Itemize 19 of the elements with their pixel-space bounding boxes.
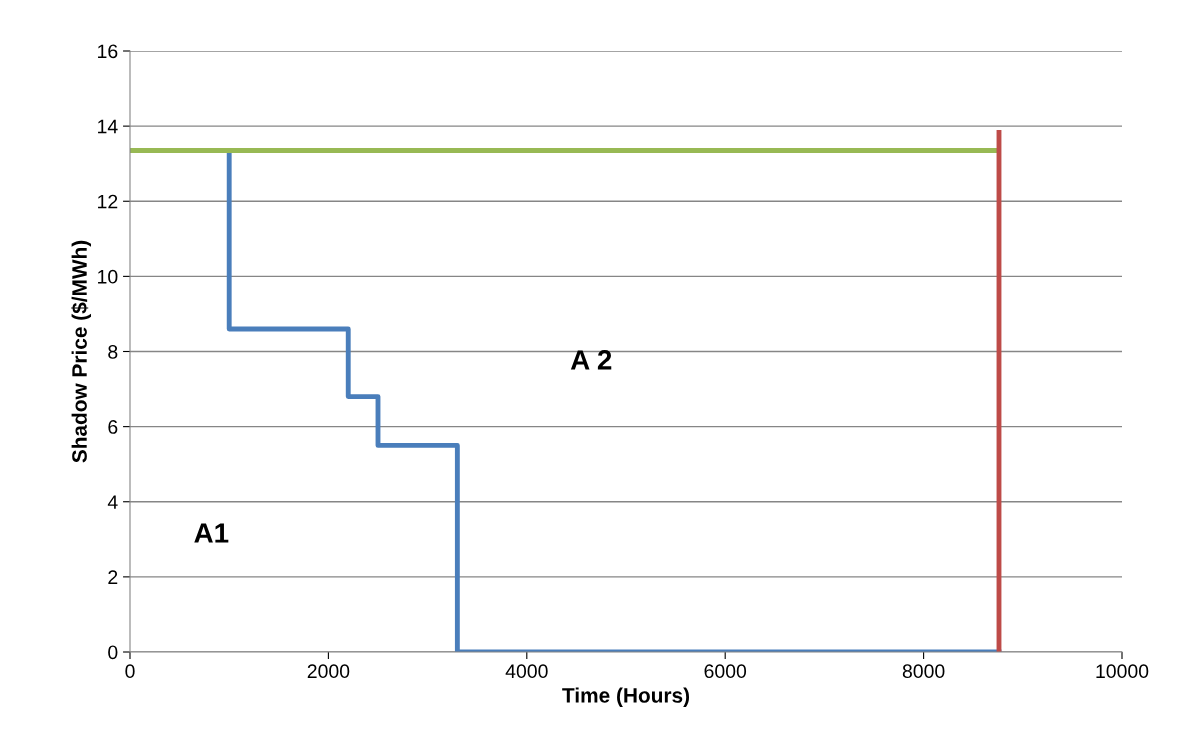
y-tick-label: 6 [108, 420, 118, 434]
x-tick-label: 6000 [704, 664, 747, 679]
x-axis-title: Time (Hours) [562, 687, 690, 707]
x-tick-label: 4000 [505, 664, 548, 679]
annotation: A1 [194, 523, 229, 543]
y-tick-label: 10 [98, 269, 118, 284]
x-tick-label: 2000 [307, 664, 350, 679]
x-tick-label: 0 [125, 664, 135, 679]
y-tick-label: 12 [98, 194, 118, 209]
y-tick-label: 2 [108, 570, 118, 584]
annotation: A 2 [570, 350, 612, 370]
y-tick-label: 16 [98, 44, 118, 59]
y-tick-label: 8 [108, 344, 118, 359]
y-axis-title: Shadow Price ($/MWh) [71, 240, 92, 463]
y-tick-label: 14 [98, 119, 118, 134]
y-tick-label: 0 [108, 645, 118, 660]
y-tick-label: 4 [107, 495, 118, 509]
x-tick-label: 8000 [902, 664, 945, 679]
x-tick-label: 10000 [1096, 664, 1149, 679]
